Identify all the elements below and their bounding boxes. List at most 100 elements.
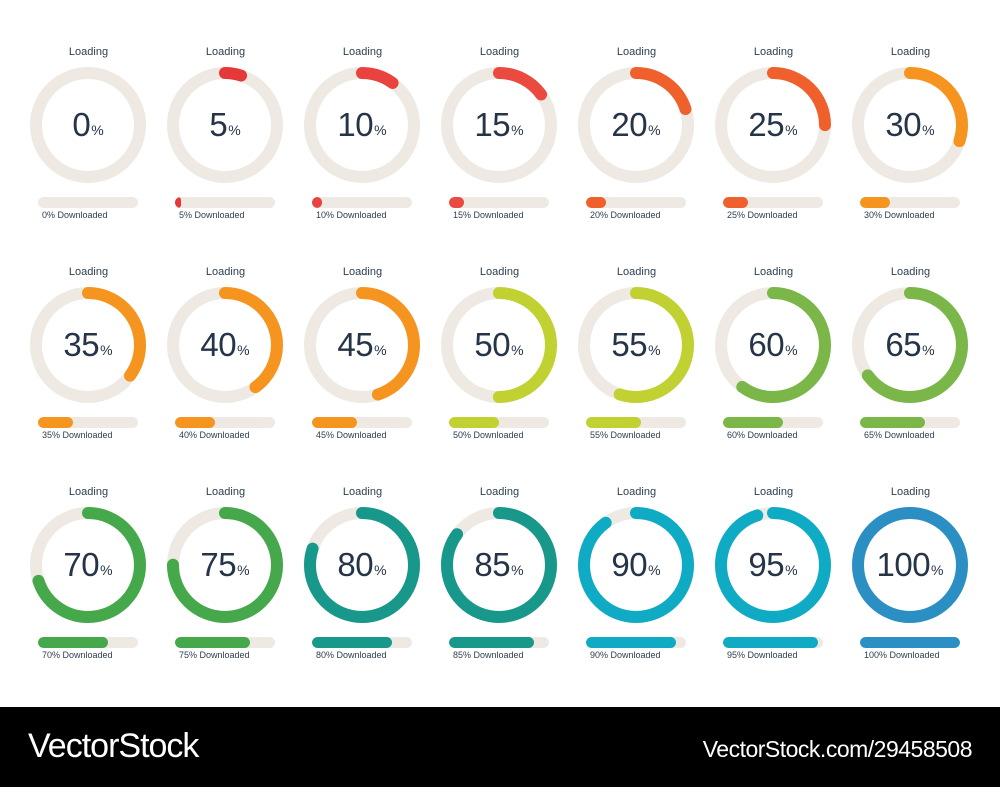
download-status: 45% Downloaded bbox=[316, 430, 387, 440]
stock-id: VectorStock.com/29458508 bbox=[702, 736, 973, 762]
percent-value: 60 bbox=[748, 326, 785, 363]
progress-bar bbox=[586, 637, 686, 648]
loading-caption: Loading bbox=[68, 266, 109, 278]
ring-progress-arc bbox=[715, 67, 831, 183]
loading-caption: Loading bbox=[753, 46, 794, 58]
progress-bar-fill bbox=[38, 637, 108, 648]
loading-caption: Loading bbox=[616, 266, 657, 278]
loading-caption: Loading bbox=[342, 486, 383, 498]
percent-label: 85% bbox=[439, 505, 559, 625]
progress-bar bbox=[723, 637, 823, 648]
progress-ring bbox=[578, 287, 694, 403]
progress-bar-fill bbox=[449, 637, 534, 648]
brand-logo: VectorStock bbox=[28, 727, 199, 765]
loader-item: Loading 40% 40% Downloaded bbox=[157, 260, 294, 480]
percent-value: 75 bbox=[200, 546, 237, 583]
percent-value: 25 bbox=[748, 106, 785, 143]
ring-progress-arc bbox=[852, 287, 968, 403]
percent-sign: % bbox=[648, 562, 661, 578]
download-status: 70% Downloaded bbox=[42, 650, 113, 660]
loader-item: Loading 15% 15% Downloaded bbox=[431, 40, 568, 260]
progress-ring bbox=[852, 507, 968, 623]
progress-ring bbox=[852, 287, 968, 403]
loading-caption: Loading bbox=[68, 46, 109, 58]
loader-item: Loading 50% 50% Downloaded bbox=[431, 260, 568, 480]
loader-item: Loading 45% 45% Downloaded bbox=[294, 260, 431, 480]
progress-bar-fill bbox=[723, 637, 818, 648]
loader-item: Loading 30% 30% Downloaded bbox=[842, 40, 979, 260]
progress-bar bbox=[449, 637, 549, 648]
percent-sign: % bbox=[648, 122, 661, 138]
progress-bar bbox=[312, 637, 412, 648]
percent-sign: % bbox=[922, 342, 935, 358]
percent-sign: % bbox=[100, 562, 113, 578]
percent-label: 35% bbox=[28, 285, 148, 405]
percent-label: 15% bbox=[439, 65, 559, 185]
loader-item: Loading 20% 20% Downloaded bbox=[568, 40, 705, 260]
ring-progress-arc bbox=[441, 67, 557, 183]
percent-label: 20% bbox=[576, 65, 696, 185]
loader-item: Loading 95% 95% Downloaded bbox=[705, 480, 842, 700]
download-status: 20% Downloaded bbox=[590, 210, 661, 220]
ring-track bbox=[30, 67, 146, 183]
percent-sign: % bbox=[648, 342, 661, 358]
percent-value: 100 bbox=[876, 546, 931, 583]
ring-progress-arc bbox=[304, 507, 420, 623]
percent-label: 50% bbox=[439, 285, 559, 405]
loading-caption: Loading bbox=[205, 46, 246, 58]
progress-bar-fill bbox=[723, 197, 748, 208]
download-status: 85% Downloaded bbox=[453, 650, 524, 660]
ring-progress-arc bbox=[715, 287, 831, 403]
loader-item: Loading 35% 35% Downloaded bbox=[20, 260, 157, 480]
progress-bar bbox=[175, 637, 275, 648]
download-status: 25% Downloaded bbox=[727, 210, 798, 220]
download-status: 0% Downloaded bbox=[42, 210, 108, 220]
progress-ring bbox=[304, 507, 420, 623]
percent-sign: % bbox=[511, 342, 524, 358]
loading-caption: Loading bbox=[616, 486, 657, 498]
download-status: 55% Downloaded bbox=[590, 430, 661, 440]
percent-label: 70% bbox=[28, 505, 148, 625]
progress-bar bbox=[312, 417, 412, 428]
percent-sign: % bbox=[785, 562, 798, 578]
percent-value: 95 bbox=[748, 546, 785, 583]
percent-value: 65 bbox=[885, 326, 922, 363]
ring-progress-arc bbox=[852, 67, 968, 183]
ring-progress-arc bbox=[441, 507, 557, 623]
percent-sign: % bbox=[922, 122, 935, 138]
ring-progress-arc bbox=[715, 507, 831, 623]
progress-bar bbox=[723, 197, 823, 208]
percent-value: 20 bbox=[611, 106, 648, 143]
loading-caption: Loading bbox=[890, 266, 931, 278]
loading-caption: Loading bbox=[479, 266, 520, 278]
percent-value: 5 bbox=[209, 106, 228, 143]
percent-value: 10 bbox=[337, 106, 374, 143]
watermark-footer: VectorStock VectorStock.com/29458508 bbox=[0, 707, 1000, 787]
progress-bar-fill bbox=[175, 197, 181, 208]
progress-bar bbox=[38, 197, 138, 208]
progress-bar-fill bbox=[175, 637, 250, 648]
progress-bar-fill bbox=[723, 417, 783, 428]
ring-progress-arc bbox=[167, 287, 283, 403]
progress-ring bbox=[578, 507, 694, 623]
progress-bar-fill bbox=[312, 417, 357, 428]
percent-value: 15 bbox=[474, 106, 511, 143]
loader-item: Loading 0% 0% Downloaded bbox=[20, 40, 157, 260]
progress-bar bbox=[38, 637, 138, 648]
progress-bar-fill bbox=[860, 637, 960, 648]
progress-ring bbox=[167, 67, 283, 183]
loading-caption: Loading bbox=[753, 266, 794, 278]
progress-bar bbox=[175, 197, 275, 208]
progress-bar-fill bbox=[38, 417, 73, 428]
loading-caption: Loading bbox=[753, 486, 794, 498]
loader-item: Loading 25% 25% Downloaded bbox=[705, 40, 842, 260]
progress-ring bbox=[304, 287, 420, 403]
percent-value: 45 bbox=[337, 326, 374, 363]
progress-bar-fill bbox=[175, 417, 215, 428]
download-status: 15% Downloaded bbox=[453, 210, 524, 220]
download-status: 75% Downloaded bbox=[179, 650, 250, 660]
progress-bar bbox=[860, 417, 960, 428]
progress-ring bbox=[852, 67, 968, 183]
progress-bar-fill bbox=[449, 417, 499, 428]
percent-value: 85 bbox=[474, 546, 511, 583]
